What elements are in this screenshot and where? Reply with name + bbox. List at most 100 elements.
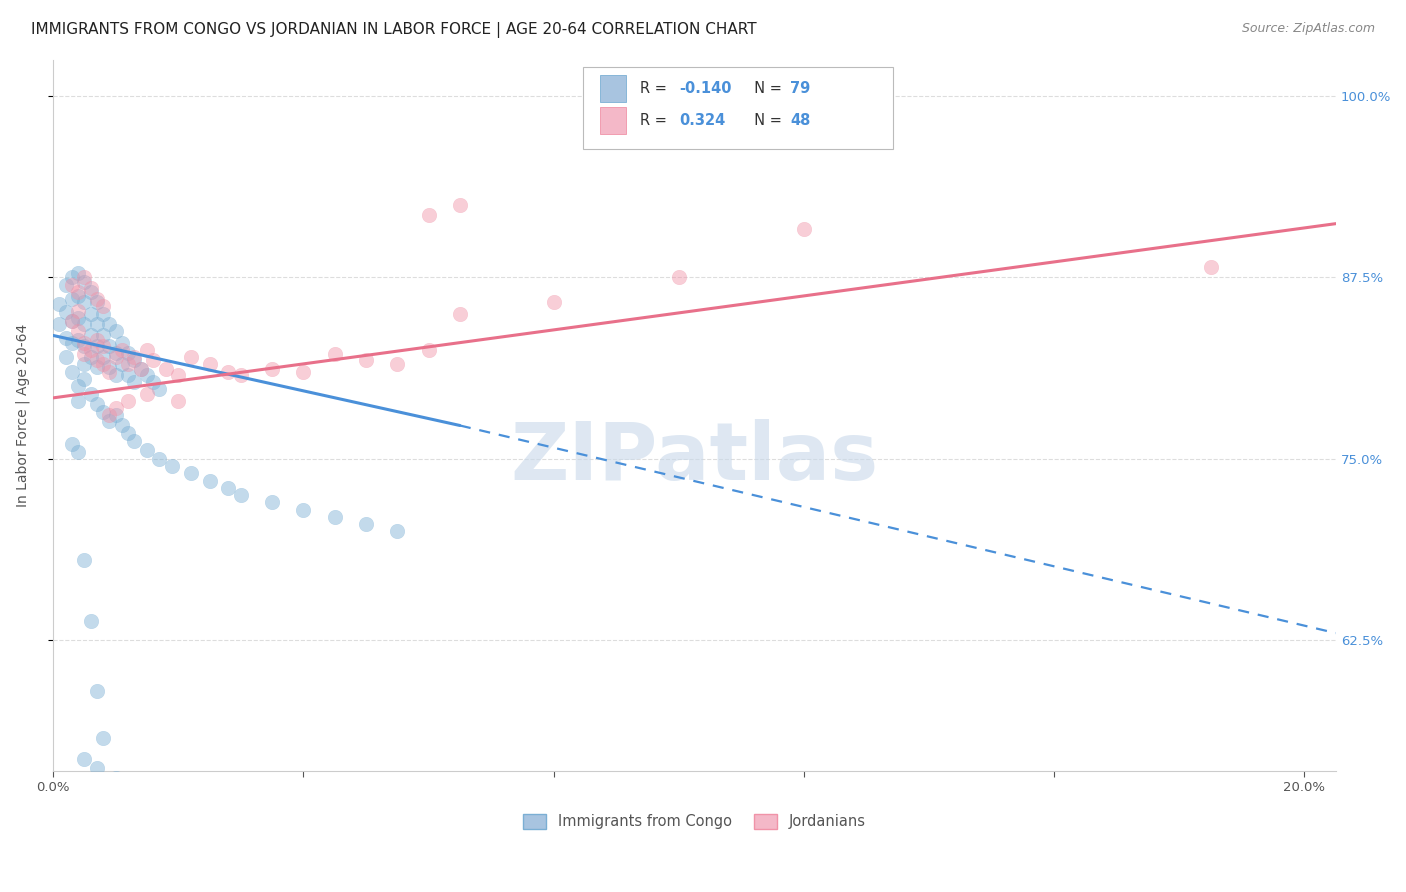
Point [124,350,146,364]
Point [387,524,409,539]
Point [117,425,139,440]
Point [104,401,127,415]
Point [148,451,170,466]
Point [91,405,114,419]
Point [111,418,134,433]
Point [198,474,221,488]
Point [98,365,121,379]
Point [418,208,440,222]
Point [67,379,90,393]
Point [67,333,90,347]
Point [198,358,221,372]
Point [229,488,252,502]
Point [104,324,127,338]
Point [86,684,108,698]
Point [55,277,77,292]
Point [543,295,565,310]
Point [117,346,139,360]
Point [91,731,114,745]
Point [98,414,121,428]
Point [124,375,146,389]
Point [292,365,315,379]
Point [124,434,146,449]
Point [91,328,114,343]
Point [86,295,108,310]
Point [142,353,165,368]
Point [79,307,101,321]
Point [91,307,114,321]
Point [148,382,170,396]
Text: IMMIGRANTS FROM CONGO VS JORDANIAN IN LABOR FORCE | AGE 20-64 CORRELATION CHART: IMMIGRANTS FROM CONGO VS JORDANIAN IN LA… [31,22,756,38]
Text: 0.324: 0.324 [679,113,725,128]
Point [668,270,690,285]
Point [79,386,101,401]
Point [86,397,108,411]
Text: 48: 48 [790,113,810,128]
Point [449,307,471,321]
Point [98,409,121,423]
Point [67,393,90,408]
Text: R =: R = [640,113,671,128]
Point [48,317,70,331]
Point [136,386,159,401]
Point [79,350,101,364]
Point [86,360,108,375]
Point [60,365,83,379]
Point [79,615,101,629]
Point [387,358,409,372]
Point [160,459,183,474]
Point [117,368,139,382]
Text: R =: R = [640,81,671,95]
Point [180,350,202,364]
Point [104,771,127,785]
Point [60,277,83,292]
Point [86,333,108,347]
Point [79,280,101,294]
Point [167,368,190,382]
Point [48,296,70,310]
Point [111,343,134,357]
Point [67,303,90,318]
Point [104,346,127,360]
Point [79,285,101,299]
Point [155,362,177,376]
Point [98,338,121,352]
Point [67,444,90,458]
Point [73,335,96,350]
Point [1199,260,1222,275]
Point [73,275,96,289]
Point [418,343,440,357]
Point [60,437,83,451]
Point [354,517,377,532]
Point [73,295,96,310]
Point [217,481,239,495]
Point [73,752,96,766]
Point [136,443,159,458]
Text: N =: N = [745,113,787,128]
Text: ZIPatlas: ZIPatlas [510,419,879,497]
Point [67,324,90,338]
Point [98,360,121,375]
Point [104,409,127,423]
Point [73,553,96,567]
Text: N =: N = [745,81,787,95]
Point [60,270,83,285]
Point [217,365,239,379]
Point [104,368,127,382]
Point [91,300,114,314]
Point [67,266,90,280]
Point [67,289,90,303]
Point [67,285,90,299]
Point [229,368,252,382]
Point [129,362,152,376]
Point [73,358,96,372]
Point [91,350,114,364]
Point [111,335,134,350]
Point [262,362,284,376]
Point [167,393,190,408]
Point [117,393,139,408]
Legend: Immigrants from Congo, Jordanians: Immigrants from Congo, Jordanians [517,808,872,835]
Point [60,335,83,350]
Point [91,338,114,352]
Point [292,502,315,516]
